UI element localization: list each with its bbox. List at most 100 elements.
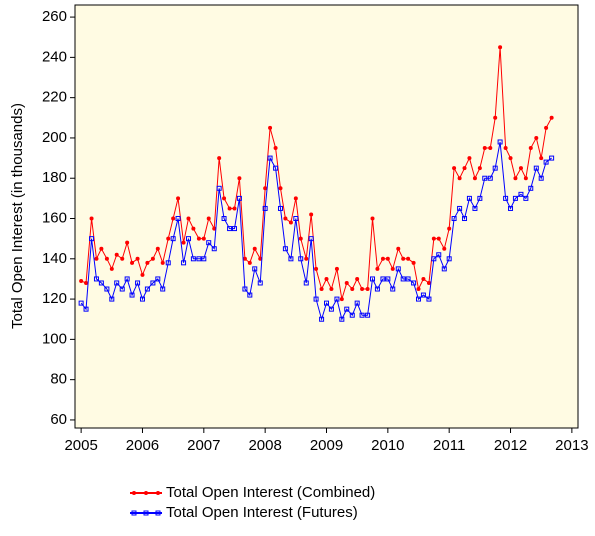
data-point — [98, 280, 104, 286]
y-tick-label: 100 — [42, 330, 67, 347]
data-point — [355, 276, 360, 281]
data-point — [385, 256, 390, 261]
data-point — [374, 286, 380, 292]
data-point — [406, 256, 411, 261]
data-point — [313, 296, 319, 302]
data-point — [477, 195, 483, 201]
y-tick-label: 120 — [42, 290, 67, 307]
data-point — [196, 256, 202, 262]
data-point — [236, 195, 242, 201]
legend-marker — [144, 491, 148, 495]
data-point — [89, 236, 95, 242]
data-point — [503, 146, 508, 151]
data-point — [416, 287, 421, 292]
data-point — [339, 297, 344, 302]
data-point — [252, 266, 258, 272]
x-tick-label: 2010 — [371, 437, 404, 454]
y-tick-label: 200 — [42, 129, 67, 146]
data-point — [365, 287, 370, 292]
data-point — [119, 286, 125, 292]
data-point — [165, 260, 171, 266]
data-point — [268, 125, 273, 130]
data-point — [170, 236, 176, 242]
x-tick-label: 2011 — [433, 437, 465, 454]
data-point — [190, 256, 196, 262]
data-point — [114, 280, 120, 286]
series-line — [80, 141, 552, 322]
data-point — [257, 280, 263, 286]
data-point — [293, 196, 298, 201]
data-point — [513, 176, 518, 181]
data-point — [201, 256, 207, 262]
data-point — [319, 287, 324, 292]
data-point — [206, 240, 212, 246]
y-tick-label: 60 — [50, 411, 67, 428]
data-point — [150, 280, 156, 286]
data-point — [538, 175, 544, 181]
y-axis-label: Total Open Interest (in thousands) — [9, 103, 26, 329]
data-point — [518, 166, 523, 171]
data-point — [431, 236, 436, 241]
plot-area — [74, 4, 579, 429]
data-point — [150, 256, 155, 261]
data-point — [349, 312, 355, 318]
data-point — [401, 256, 406, 261]
data-point — [252, 246, 257, 251]
data-point — [242, 256, 247, 261]
data-point — [365, 312, 371, 318]
data-point — [79, 278, 84, 283]
data-point — [503, 195, 509, 201]
data-point — [328, 306, 334, 312]
data-point — [467, 156, 472, 161]
data-point — [191, 226, 196, 231]
data-point — [528, 185, 534, 191]
data-point — [263, 186, 268, 191]
data-point — [247, 260, 252, 265]
data-point — [125, 240, 130, 245]
data-point — [247, 292, 253, 298]
data-point — [549, 115, 554, 120]
data-point — [84, 280, 89, 285]
data-point — [130, 260, 135, 265]
data-point — [237, 176, 242, 181]
data-point — [395, 266, 401, 272]
data-point — [421, 276, 426, 281]
data-point — [528, 146, 533, 151]
data-point — [350, 287, 355, 292]
data-point — [211, 246, 217, 252]
x-tick-label: 2007 — [187, 437, 220, 454]
data-point — [186, 216, 191, 221]
data-point — [411, 280, 417, 286]
data-point — [135, 280, 141, 286]
data-point — [227, 206, 232, 211]
data-point — [94, 256, 99, 261]
data-point — [493, 115, 498, 120]
data-point — [354, 300, 360, 306]
data-point — [452, 166, 457, 171]
data-point — [411, 260, 416, 265]
data-point — [217, 156, 222, 161]
data-point — [175, 216, 181, 222]
data-point — [282, 246, 288, 252]
data-point — [472, 205, 478, 211]
data-point — [457, 205, 463, 211]
data-point — [166, 236, 171, 241]
y-tick-label: 160 — [42, 209, 67, 226]
data-point — [181, 260, 187, 266]
data-point — [436, 236, 441, 241]
data-point — [277, 205, 283, 211]
data-point — [436, 252, 442, 258]
data-point — [201, 236, 206, 241]
data-point — [370, 216, 375, 221]
data-point — [492, 165, 498, 171]
data-point — [324, 300, 329, 306]
data-point — [129, 292, 135, 298]
data-point — [518, 191, 524, 197]
data-point — [309, 212, 314, 217]
x-tick-label: 2013 — [555, 437, 588, 454]
legend-marker — [132, 491, 136, 495]
data-point — [543, 159, 549, 165]
data-point — [344, 306, 350, 312]
x-tick-label: 2005 — [64, 437, 97, 454]
